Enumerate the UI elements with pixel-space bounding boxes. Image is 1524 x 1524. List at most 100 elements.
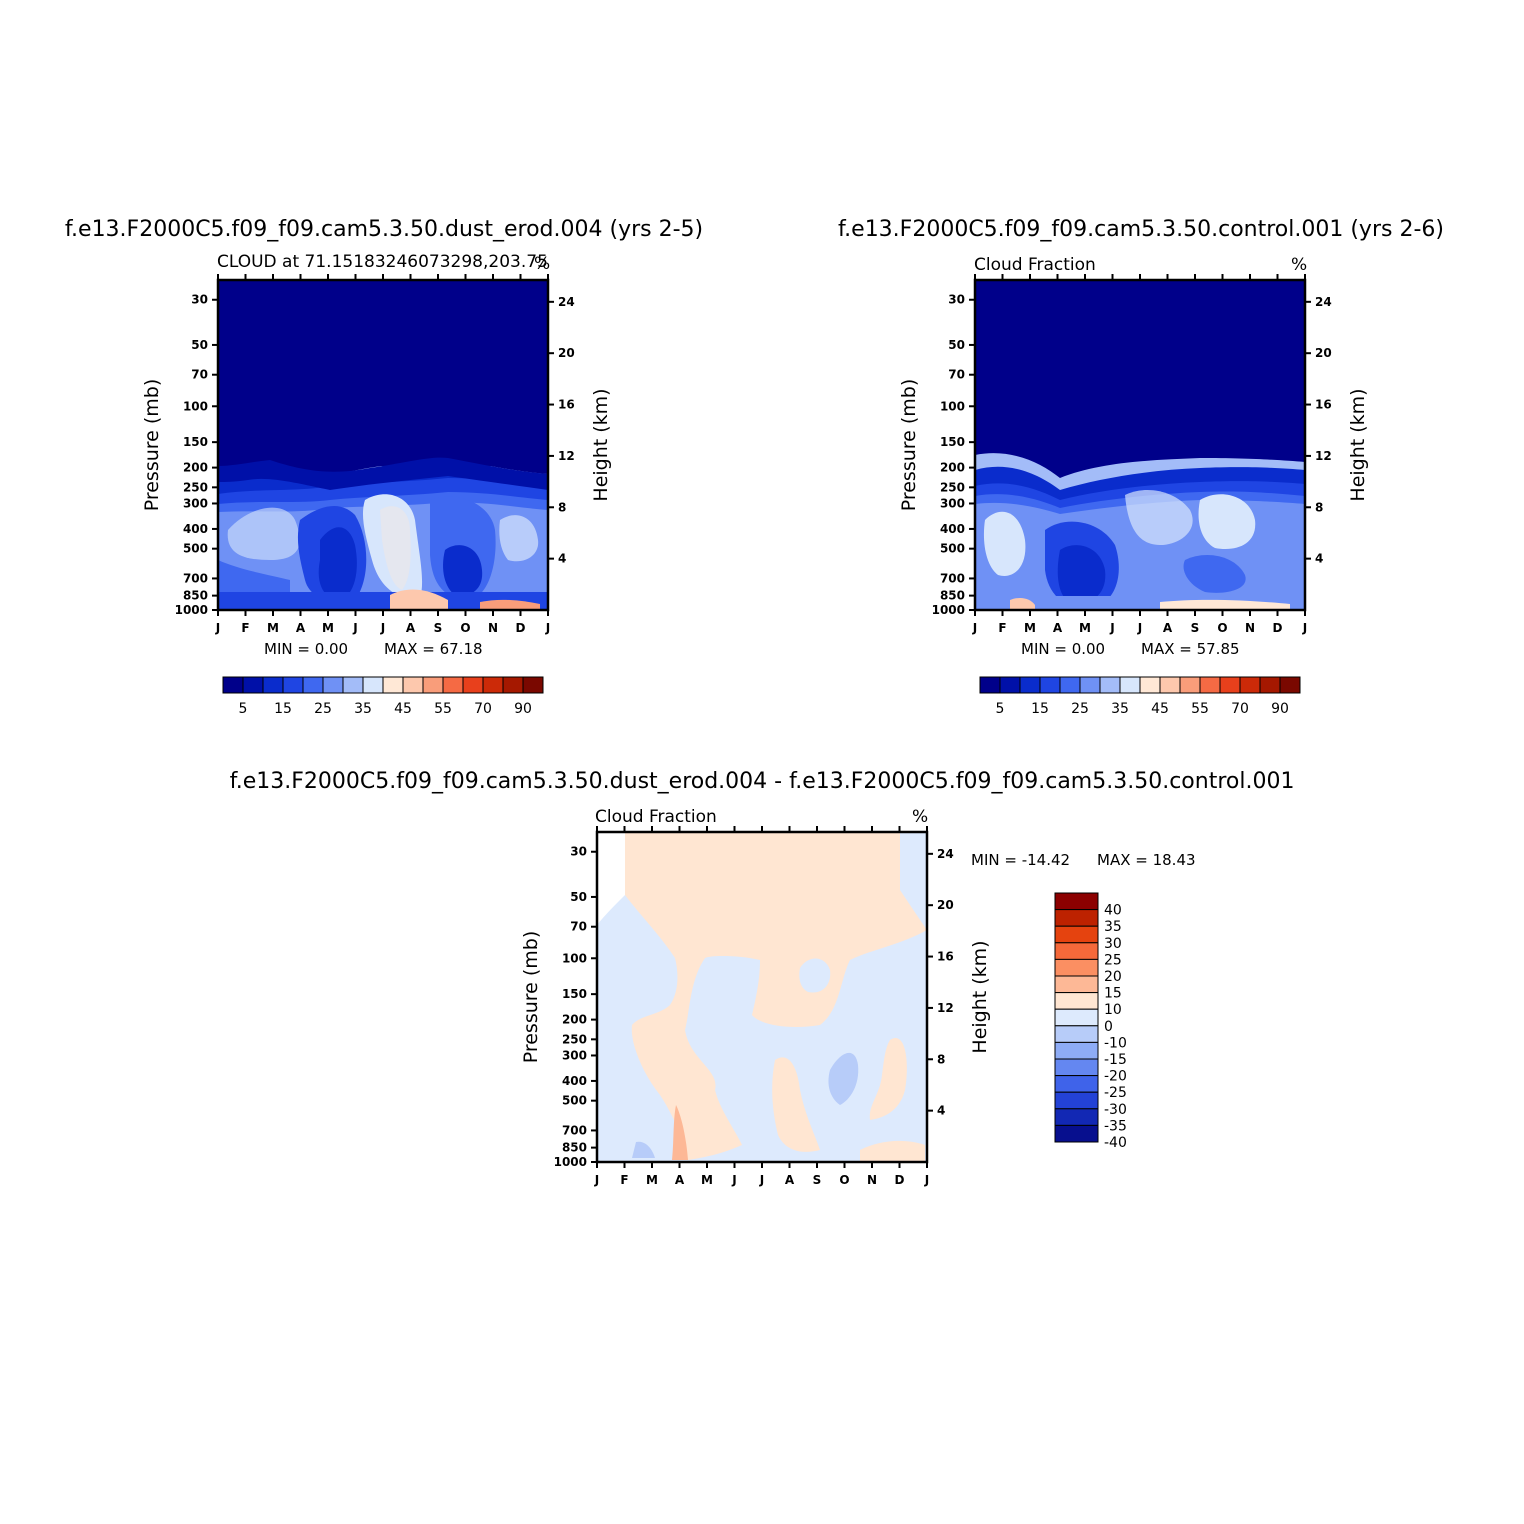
pressure-tick-label: 700 — [562, 1123, 587, 1137]
pressure-tick-label: 400 — [183, 522, 208, 536]
pressure-tick-label: 1000 — [175, 603, 208, 617]
pressure-tick-label: 150 — [940, 435, 965, 449]
month-tick-label: O — [460, 621, 470, 635]
month-tick-label: J — [594, 1173, 599, 1187]
pressure-tick-label: 50 — [570, 890, 587, 904]
panel3-units: % — [912, 807, 928, 827]
colorbar-swatch — [1054, 958, 1099, 977]
panel1-ylabel-right: Height (km) — [590, 388, 612, 501]
colorbar-swatch — [262, 676, 284, 694]
pressure-tick-label: 850 — [183, 589, 208, 603]
month-tick-label: J — [972, 621, 977, 635]
colorbar-label: 35 — [1111, 701, 1129, 717]
panel1-contours — [218, 280, 548, 610]
colorbar-swatch — [1259, 676, 1281, 694]
height-tick-label: 4 — [1315, 552, 1323, 566]
colorbar-swatch — [222, 676, 244, 694]
pressure-tick-label: 30 — [191, 293, 208, 307]
month-tick-label: J — [924, 1173, 929, 1187]
pressure-tick-label: 200 — [562, 1013, 587, 1027]
colorbar-label: 5 — [996, 701, 1005, 717]
month-tick-label: J — [545, 621, 550, 635]
colorbar-swatch — [1179, 676, 1201, 694]
colorbar-label: -35 — [1104, 1118, 1127, 1134]
pressure-tick-label: 250 — [183, 480, 208, 494]
height-tick-label: 20 — [937, 898, 954, 912]
colorbar-swatch — [1054, 892, 1099, 911]
month-tick-label: A — [675, 1173, 685, 1187]
pressure-tick-label: 1000 — [554, 1155, 587, 1169]
colorbar-swatch — [342, 676, 364, 694]
colorbar-label: 25 — [1104, 952, 1122, 968]
panel3-ylabel: Pressure (mb) — [520, 931, 542, 1064]
colorbar-label: 70 — [1231, 701, 1249, 717]
month-tick-label: M — [701, 1173, 713, 1187]
colorbar-label: 30 — [1104, 936, 1122, 952]
height-tick-label: 12 — [1315, 449, 1332, 463]
colorbar-label: 15 — [274, 701, 292, 717]
height-tick-label: 24 — [937, 847, 954, 861]
panel2-max: MAX = 57.85 — [1141, 640, 1240, 658]
colorbar-label: 5 — [239, 701, 248, 717]
pressure-tick-label: 500 — [183, 542, 208, 556]
pressure-tick-label: 70 — [948, 368, 965, 382]
pressure-tick-label: 250 — [562, 1032, 587, 1046]
colorbar-label: 70 — [474, 701, 492, 717]
colorbar-label: -10 — [1104, 1035, 1127, 1051]
pressure-tick-label: 50 — [948, 338, 965, 352]
colorbar-swatch — [1279, 676, 1301, 694]
pressure-tick-label: 700 — [940, 571, 965, 585]
colorbar-swatch — [1119, 676, 1141, 694]
colorbar-swatch — [382, 676, 404, 694]
month-tick-label: J — [1109, 621, 1114, 635]
colorbar-swatch — [322, 676, 344, 694]
pressure-tick-label: 100 — [940, 399, 965, 413]
colorbar-swatch — [1059, 676, 1081, 694]
month-tick-label: S — [1191, 621, 1200, 635]
colorbar-swatch — [1054, 942, 1099, 960]
month-tick-label: S — [434, 621, 443, 635]
colorbar-swatch — [1139, 676, 1161, 694]
colorbar-swatch — [999, 676, 1021, 694]
colorbar-label: 15 — [1031, 701, 1049, 717]
panel3-ylabel-right: Height (km) — [969, 940, 991, 1053]
panel2-ylabel-right: Height (km) — [1347, 388, 1369, 501]
month-tick-label: A — [406, 621, 416, 635]
panel-difference: f.e13.F2000C5.f09_f09.cam5.3.50.dust_ero… — [230, 769, 1295, 1187]
pressure-tick-label: 300 — [562, 1048, 587, 1062]
month-tick-label: J — [352, 621, 357, 635]
month-tick-label: J — [731, 1173, 736, 1187]
month-tick-label: O — [839, 1173, 849, 1187]
colorbar-swatch — [282, 676, 304, 694]
colorbar-swatch — [1099, 676, 1121, 694]
pressure-tick-label: 100 — [183, 399, 208, 413]
colorbar-swatch — [1039, 676, 1061, 694]
pressure-tick-label: 500 — [940, 542, 965, 556]
height-tick-label: 20 — [1315, 346, 1332, 360]
colorbar-label: 55 — [434, 701, 452, 717]
pressure-tick-label: 150 — [562, 987, 587, 1001]
pressure-tick-label: 70 — [191, 368, 208, 382]
colorbar-swatch — [1054, 975, 1099, 994]
panel2-min: MIN = 0.00 — [1021, 640, 1105, 658]
panel2-title: f.e13.F2000C5.f09_f09.cam5.3.50.control.… — [838, 217, 1444, 242]
colorbar-swatch — [402, 676, 424, 694]
pressure-tick-label: 100 — [562, 951, 587, 965]
month-tick-label: D — [895, 1173, 905, 1187]
pressure-tick-label: 1000 — [932, 603, 965, 617]
colorbar-label: 90 — [514, 701, 532, 717]
colorbar-label: 40 — [1104, 903, 1122, 919]
colorbar-label: 15 — [1104, 986, 1122, 1002]
pressure-tick-label: 700 — [183, 571, 208, 585]
panel2-ylabel: Pressure (mb) — [898, 379, 920, 512]
colorbar-label: 25 — [1071, 701, 1089, 717]
colorbar-label: 90 — [1271, 701, 1289, 717]
panel1-units: % — [534, 254, 550, 274]
panel3-title: f.e13.F2000C5.f09_f09.cam5.3.50.dust_ero… — [230, 769, 1295, 794]
colorbar-swatch — [1219, 676, 1241, 694]
colorbar-swatch — [422, 676, 444, 694]
